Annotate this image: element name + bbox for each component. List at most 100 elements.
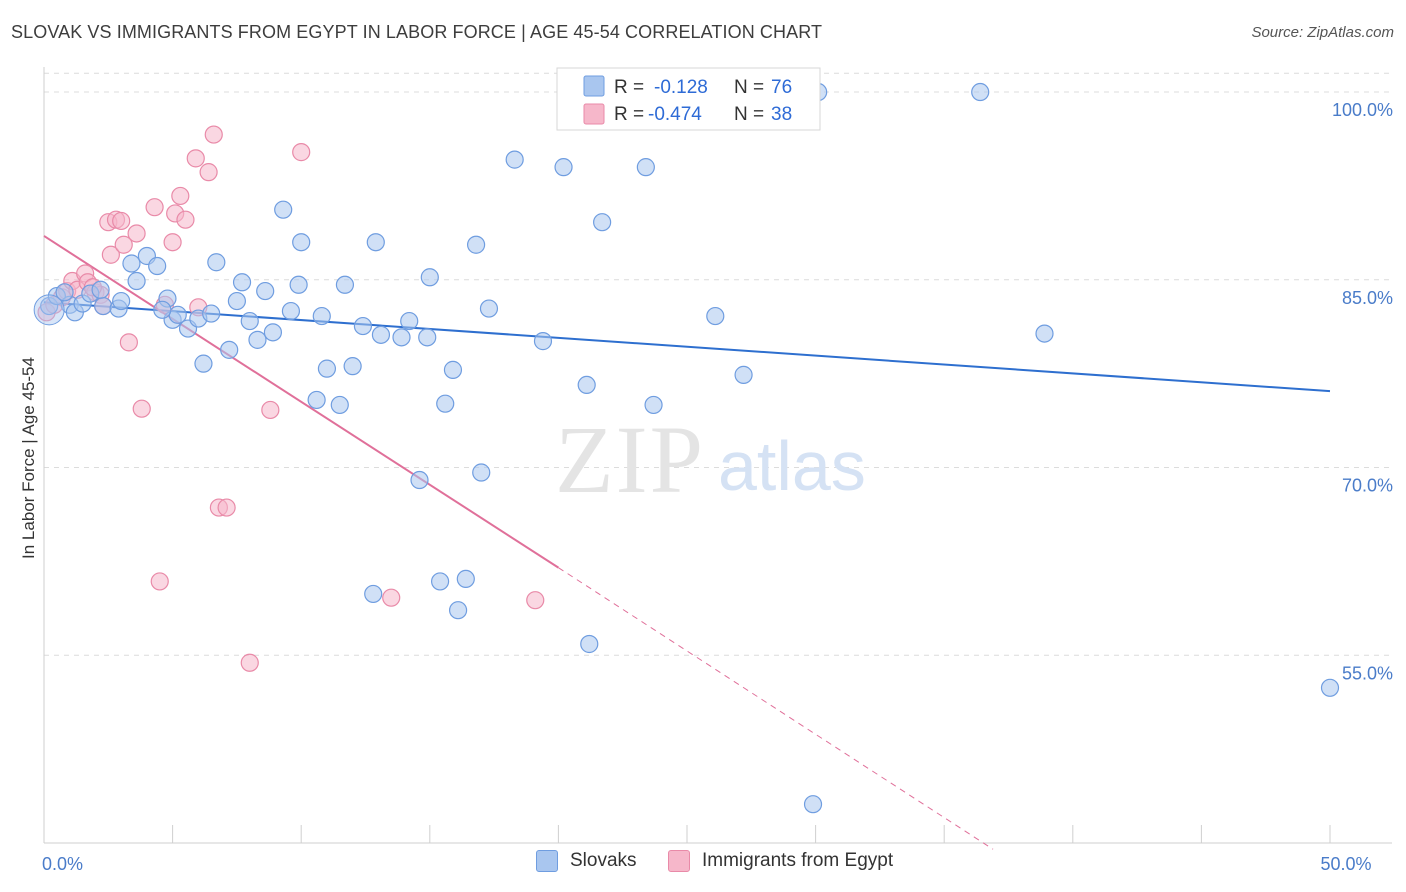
egypt-point-27 [199,163,218,182]
y-tick-label-3: 100.0% [1332,100,1393,120]
slovak-point-66 [734,365,753,384]
legend-label-slovaks: Slovaks [570,850,637,871]
slovak-point-36 [335,275,355,294]
trend-lines [43,235,1331,850]
slovak-point-48 [436,394,455,413]
slovak-point-43 [400,311,419,331]
legend-item-slovaks[interactable]: Slovaks [536,850,637,872]
slovak-point-71 [1035,324,1054,343]
slovak-point-42 [392,328,411,347]
slovak-point-46 [420,268,439,287]
egypt-point-25 [186,149,205,168]
slovak-point-62 [636,158,655,177]
slovak-point-33 [312,306,331,326]
slovak-point-63 [644,395,663,415]
trend-line-egypt-extension [558,567,994,850]
stat-legend-r-value-2: -0.474 [648,104,702,125]
slovak-point-34 [317,359,337,378]
slovak-point-26 [256,281,275,301]
slovak-point-28 [274,200,293,219]
slovak-point-9 [122,254,141,273]
trend-line-slovaks [43,301,1331,393]
slovak-point-12 [148,256,167,276]
stat-legend-n-value-2: 38 [771,104,792,125]
slovak-point-22 [227,291,246,311]
slovak-point-52 [466,235,486,254]
stat-legend-n-value-1: 76 [771,77,792,98]
trend-line-egypt [43,235,559,569]
slovak-point-44 [410,470,429,490]
slovak-point-57 [554,158,573,177]
slovak-point-41 [371,325,391,344]
slovak-point-74 [91,280,110,299]
slovak-point-21 [220,340,239,359]
slovak-point-73 [55,283,74,302]
gridlines [44,72,1392,656]
slovak-point-50 [448,601,468,620]
egypt-point-14 [114,235,133,254]
egypt-point-17 [132,399,151,418]
slovak-point-31 [292,233,311,252]
egypt-point-13 [112,211,131,231]
y-tick-label-0: 55.0% [1342,663,1393,683]
y-tick-label-2: 85.0% [1342,288,1393,308]
stat-legend-swatch-egypt [583,103,605,125]
slovak-point-39 [364,584,383,604]
slovak-point-55 [505,150,524,169]
slovak-point-30 [289,275,308,294]
egypt-point-31 [240,653,259,672]
slovak-point-68 [803,795,823,814]
slovak-point-47 [430,572,450,591]
stat-legend: R = -0.128 N = 76 R = -0.474 N = 38 [556,67,821,131]
slovak-point-35 [330,395,349,415]
legend-swatch-slovaks [536,850,558,872]
stat-legend-n-label-1: N = [734,77,764,98]
slovak-point-72 [1320,678,1340,697]
slovak-point-56 [533,332,553,351]
x-tick-label-1: 50.0% [1320,854,1371,874]
bottom-legend: Slovaks Immigrants from Egypt [0,850,1406,880]
egypt-point-18 [145,198,164,217]
watermark-zip: ZIP [555,406,705,513]
slovak-point-37 [343,357,362,376]
slovak-point-20 [207,253,226,272]
stat-legend-r-value-1: -0.128 [654,77,708,98]
chart-source: Source: ZipAtlas.com [1251,24,1394,41]
legend-swatch-egypt [668,850,690,872]
legend-label-egypt: Immigrants from Egypt [702,850,894,871]
y-axis-label: In Labor Force | Age 45-54 [19,357,38,559]
stat-legend-n-label-2: N = [734,104,764,125]
slovak-point-70 [971,82,990,102]
slovak-point-75 [153,300,172,319]
legend-item-egypt[interactable]: Immigrants from Egypt [668,850,893,872]
watermark: ZIP atlas [555,406,866,513]
slovak-point-65 [706,306,725,326]
egypt-point-15 [119,333,138,352]
x-tick-label-0: 0.0% [42,854,83,874]
egypt-point-30 [217,498,236,517]
slovak-point-27 [263,323,283,342]
slovak-point-59 [577,375,596,395]
stat-legend-r-label-2: R = [614,104,644,125]
chart-title: SLOVAK VS IMMIGRANTS FROM EGYPT IN LABOR… [11,22,823,42]
egypt-point-34 [382,588,401,607]
data-points [33,82,1340,814]
egypt-point-11 [101,245,120,264]
slovak-point-19 [202,304,221,323]
slovak-point-6 [94,296,113,316]
slovak-point-61 [593,213,612,232]
egypt-point-21 [163,233,182,252]
egypt-point-24 [176,210,195,229]
egypt-point-19 [150,572,169,591]
slovak-point-53 [472,463,491,482]
watermark-atlas: atlas [718,427,866,505]
axes [43,67,1392,844]
egypt-point-23 [171,186,190,206]
slovak-point-8 [112,291,131,311]
slovak-point-45 [418,328,437,347]
slovak-point-32 [307,390,326,410]
egypt-point-33 [292,143,311,162]
slovak-point-60 [580,634,599,654]
slovak-point-29 [281,301,301,321]
